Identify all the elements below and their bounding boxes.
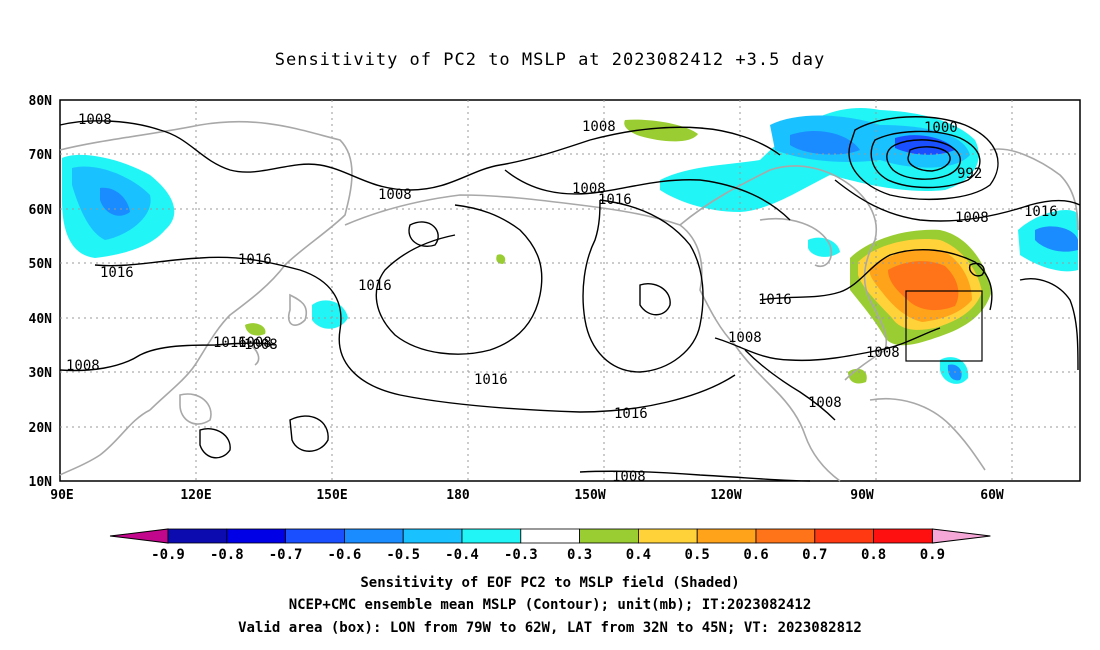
caption-contour: NCEP+CMC ensemble mean MSLP (Contour); u… — [288, 597, 812, 613]
colorbar-swatch — [167, 528, 228, 544]
contour-label: 1016 — [598, 192, 632, 208]
colorbar-swatch — [402, 528, 463, 544]
contour-label: 1008 — [955, 210, 989, 226]
map-frame — [59, 99, 1081, 482]
lon-axis-labels: 90E 120E 150E 180 150W 120W 90W 60W — [50, 488, 1004, 503]
colorbar-tick-label: -0.6 — [328, 547, 362, 563]
contour-label: 1008 — [378, 187, 412, 203]
shade-region — [848, 368, 867, 384]
lat-label: 40N — [29, 312, 53, 327]
lat-label: 20N — [29, 421, 53, 436]
colorbar-swatch — [343, 528, 404, 544]
lat-label: 30N — [29, 366, 53, 381]
shade-region — [496, 254, 506, 264]
coastlines — [59, 120, 1079, 482]
contour-label: 1008 — [728, 330, 762, 346]
colorbar-arrow-low — [109, 528, 169, 544]
colorbar-tick-label: 0.9 — [920, 547, 945, 563]
colorbar-swatch — [814, 528, 874, 544]
lon-label: 150E — [316, 488, 347, 503]
shade-region — [245, 323, 266, 336]
contour-label: 1016 — [238, 252, 272, 268]
contour-label: 1008 — [582, 119, 616, 135]
shade-region — [100, 187, 130, 216]
contour-label: 1016 — [474, 372, 508, 388]
lat-axis-labels: 80N 70N 60N 50N 40N 30N 20N 10N — [29, 94, 53, 490]
contour-label: 1008 — [244, 337, 278, 353]
contour-label: 1016 — [213, 335, 247, 351]
colorbar-tick-label: 0.8 — [861, 547, 886, 563]
contour-label: 1016 — [358, 278, 392, 294]
lat-label: 80N — [29, 94, 53, 109]
colorbar-tick-label: -0.4 — [445, 547, 479, 563]
shade-region — [312, 300, 348, 329]
colorbar-tick-label: -0.3 — [504, 547, 538, 563]
lat-label: 60N — [29, 203, 53, 218]
lon-label: 60W — [980, 488, 1004, 503]
map-title: Sensitivity of PC2 to MSLP at 2023082412… — [274, 50, 826, 70]
colorbar — [109, 528, 991, 544]
colorbar-tick-label: 0.3 — [567, 547, 592, 563]
colorbar-swatch — [520, 528, 580, 544]
lat-label: 50N — [29, 257, 53, 272]
contour-label: 1008 — [78, 112, 112, 128]
contour-label: 1008 — [612, 469, 646, 485]
lon-label: 150W — [574, 488, 605, 503]
colorbar-tick-label: 0.6 — [743, 547, 768, 563]
contour-label: 1008 — [238, 335, 272, 351]
shaded-sensitivity — [62, 108, 1078, 384]
shade-region — [1035, 226, 1078, 252]
colorbar-swatch — [696, 528, 757, 544]
shade-region — [770, 115, 970, 168]
shade-region — [790, 130, 860, 155]
shade-region — [624, 119, 698, 142]
colorbar-tick-label: -0.9 — [151, 547, 185, 563]
colorbar-tick-label: 0.4 — [626, 547, 651, 563]
contour-labels: 1008 1016 1008 1008 1016 1008 1016 1016 … — [66, 112, 1058, 485]
lon-label: 90E — [50, 488, 73, 503]
contour-label: 1008 — [808, 395, 842, 411]
colorbar-swatch — [461, 528, 522, 544]
mslp-contours — [59, 116, 1081, 482]
colorbar-swatch — [873, 528, 933, 544]
lon-label: 180 — [446, 488, 470, 503]
colorbar-swatch — [285, 528, 345, 544]
contour-label: 1008 — [66, 358, 100, 374]
colorbar-tick-label: -0.5 — [386, 547, 420, 563]
lat-label: 10N — [29, 475, 53, 490]
colorbar-tick-label: -0.7 — [269, 547, 303, 563]
colorbar-tick-label: 0.5 — [685, 547, 710, 563]
contour-label: 1016 — [100, 265, 134, 281]
valid-area-box — [905, 290, 983, 362]
lon-label: 120W — [710, 488, 741, 503]
contour-label: 1008 — [572, 181, 606, 197]
contour-label: 1000 — [924, 120, 958, 136]
lon-label: 90W — [850, 488, 874, 503]
colorbar-swatch — [226, 528, 287, 544]
colorbar-labels: -0.9 -0.8 -0.7 -0.6 -0.5 -0.4 -0.3 0.3 0.4 0.5 0.6… — [151, 547, 945, 563]
caption-valid-area: Valid area (box): LON from 79W to 62W, L… — [238, 620, 862, 636]
contour-label: 1016 — [758, 292, 792, 308]
lat-label: 70N — [29, 148, 53, 163]
colorbar-swatch — [755, 528, 816, 544]
colorbar-swatch — [638, 528, 698, 544]
contour-label: 992 — [957, 166, 982, 182]
colorbar-arrow-high — [931, 528, 991, 544]
colorbar-swatch — [579, 528, 639, 544]
contour-label: 1008 — [866, 345, 900, 361]
shade-region — [808, 237, 840, 257]
colorbar-tick-label: -0.8 — [210, 547, 244, 563]
caption-shading: Sensitivity of EOF PC2 to MSLP field (Sh… — [360, 575, 740, 591]
lon-label: 120E — [180, 488, 211, 503]
colorbar-tick-label: 0.7 — [802, 547, 827, 563]
contour-label: 1016 — [614, 406, 648, 422]
contour-label: 1016 — [1024, 204, 1058, 220]
